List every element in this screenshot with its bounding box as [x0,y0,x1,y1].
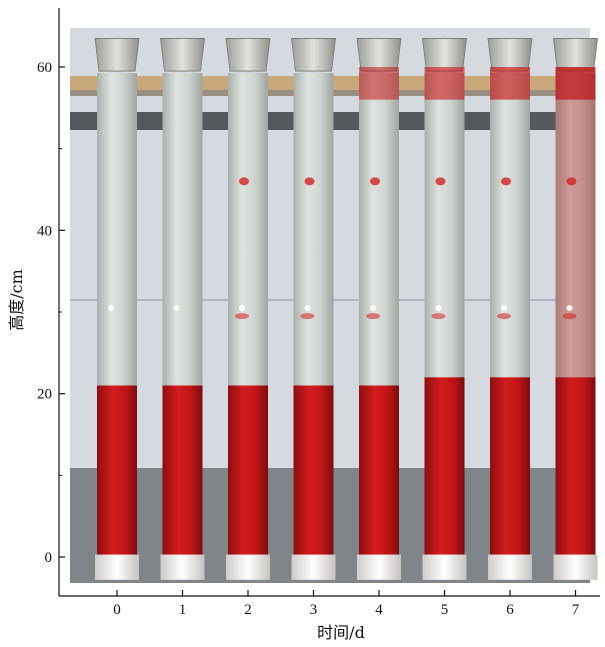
particle-cluster [239,177,249,186]
y-tick-label: 60 [37,60,52,76]
y-axis-title: 高度/cm [7,269,26,331]
funnel-cap [356,38,402,72]
light-reflection [108,304,114,311]
y-tick-label: 40 [37,223,52,239]
base-plug [291,554,336,580]
x-tick-label: 1 [179,602,187,618]
funnel-cap [225,38,271,72]
particle-cluster [300,313,315,320]
floating-particle-band [490,67,530,100]
red-particle-layer [293,385,334,566]
particle-cluster [501,177,511,186]
light-reflection [566,304,573,311]
particle-cluster [370,177,380,186]
red-particle-layer [359,385,399,566]
x-tick-label: 7 [572,602,580,618]
x-tick-label: 0 [113,602,121,618]
light-reflection [173,304,180,311]
x-tick-label: 4 [375,602,383,618]
light-reflection [501,304,507,311]
settling-column [160,38,205,580]
light-reflection [370,304,376,311]
light-reflection [304,304,311,311]
funnel-cap [94,38,140,72]
settling-column [487,38,533,580]
suspended-particles [555,67,596,378]
red-particle-layer [97,385,137,566]
floating-particle-band [359,67,399,100]
base-plug [95,554,139,580]
red-particle-layer [555,377,596,566]
x-axis-title: 时间/d [317,623,365,642]
floating-particle-band [424,67,465,100]
settling-column [553,38,598,580]
funnel-cap [553,38,598,72]
base-plug [422,554,467,580]
base-plug [488,554,532,580]
x-tick-label: 5 [441,602,449,618]
axes: 0 20 40 60 0 1 2 3 4 5 6 7 时间/d 高度/cm [7,8,600,642]
particle-cluster [562,313,577,320]
red-particle-layer [424,377,465,566]
funnel-cap [160,38,205,72]
particle-cluster [566,177,577,186]
settling-column [94,38,140,580]
base-plug [160,554,205,580]
particle-cluster [304,177,315,186]
particle-cluster [497,313,511,320]
base-plug [357,554,401,580]
red-particle-layer [490,377,530,566]
particle-cluster [435,177,446,186]
x-tick-label: 3 [310,602,318,618]
light-reflection [239,304,245,311]
red-particle-layer [162,385,203,566]
floating-particle-band [555,67,596,100]
settling-column [422,38,467,580]
settling-column [291,38,336,580]
x-tick-label: 6 [506,602,514,618]
funnel-cap [422,38,467,72]
y-tick-label: 0 [45,550,53,566]
x-tick-label: 2 [244,602,252,618]
base-plug [226,554,270,580]
y-tick-label: 20 [37,387,52,403]
base-plug [553,554,598,580]
settling-column [225,38,271,580]
column-photo [70,28,598,583]
settling-column [356,38,402,580]
particle-cluster [235,313,249,320]
particle-cluster [431,313,446,320]
funnel-cap [487,38,533,72]
particle-cluster [366,313,380,320]
light-reflection [435,304,442,311]
funnel-cap [291,38,336,72]
red-particle-layer [228,385,268,566]
